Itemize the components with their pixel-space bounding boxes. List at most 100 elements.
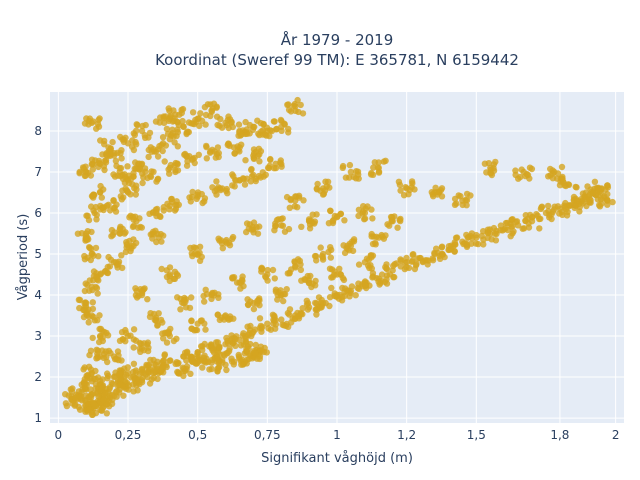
data-point bbox=[122, 134, 129, 141]
data-point bbox=[102, 159, 110, 166]
data-point bbox=[137, 223, 144, 231]
data-point bbox=[123, 241, 130, 248]
data-point bbox=[237, 279, 245, 286]
data-point bbox=[562, 182, 570, 190]
data-point bbox=[77, 393, 84, 400]
data-point bbox=[160, 113, 167, 120]
y-tick-label: 8 bbox=[34, 124, 42, 138]
data-point bbox=[229, 171, 236, 178]
data-point bbox=[133, 186, 140, 193]
data-point bbox=[196, 243, 204, 250]
data-point bbox=[219, 245, 226, 252]
data-point bbox=[328, 266, 336, 273]
data-point bbox=[292, 193, 299, 200]
data-point bbox=[183, 130, 190, 138]
data-point bbox=[414, 255, 421, 262]
data-point bbox=[122, 229, 129, 236]
data-point bbox=[274, 296, 281, 303]
data-point bbox=[549, 175, 557, 182]
y-axis-ticks: 1 2 3 4 5 6 7 8 bbox=[34, 124, 42, 425]
data-point bbox=[574, 197, 581, 204]
data-point bbox=[90, 272, 98, 280]
data-point bbox=[502, 219, 510, 227]
data-point bbox=[248, 165, 255, 173]
data-point bbox=[197, 317, 205, 324]
data-point bbox=[129, 137, 136, 144]
data-point bbox=[126, 214, 133, 221]
data-point bbox=[114, 348, 122, 355]
data-point bbox=[191, 327, 198, 334]
data-point bbox=[189, 252, 196, 260]
data-point bbox=[209, 347, 216, 354]
data-point bbox=[202, 111, 210, 119]
data-point bbox=[297, 101, 304, 109]
data-point bbox=[262, 274, 270, 281]
data-point bbox=[355, 261, 363, 268]
data-point bbox=[271, 118, 278, 125]
data-point bbox=[85, 236, 92, 243]
data-point bbox=[285, 106, 293, 114]
data-point bbox=[174, 167, 182, 174]
data-point bbox=[255, 296, 262, 304]
data-point bbox=[509, 223, 516, 230]
data-point bbox=[492, 237, 500, 244]
data-point bbox=[183, 162, 191, 169]
x-tick-label: 1,8 bbox=[550, 428, 569, 442]
data-point bbox=[113, 162, 120, 170]
data-point bbox=[330, 216, 337, 224]
data-point bbox=[512, 171, 519, 179]
data-point bbox=[171, 139, 178, 146]
data-point bbox=[86, 393, 94, 400]
data-point bbox=[89, 334, 96, 342]
data-point bbox=[124, 364, 131, 371]
data-point bbox=[484, 229, 492, 237]
data-point bbox=[227, 315, 234, 323]
data-point bbox=[256, 315, 264, 322]
data-point bbox=[209, 184, 216, 191]
data-point bbox=[130, 130, 137, 137]
data-point bbox=[164, 330, 172, 337]
data-point bbox=[203, 155, 210, 162]
x-tick-label: 0 bbox=[55, 428, 63, 442]
data-point bbox=[189, 109, 197, 116]
data-point bbox=[131, 165, 138, 172]
data-point bbox=[312, 282, 319, 289]
data-point bbox=[130, 360, 138, 367]
data-point bbox=[462, 196, 469, 204]
data-point bbox=[369, 240, 377, 248]
y-tick-label: 4 bbox=[34, 288, 42, 302]
data-point bbox=[304, 300, 312, 307]
data-point bbox=[175, 201, 182, 208]
data-point bbox=[278, 127, 285, 134]
data-point bbox=[433, 245, 440, 252]
data-point bbox=[179, 364, 186, 371]
data-point bbox=[229, 123, 236, 131]
data-point bbox=[451, 248, 458, 255]
data-point bbox=[146, 210, 153, 217]
data-point bbox=[263, 132, 270, 139]
data-point bbox=[106, 392, 114, 399]
data-point bbox=[145, 369, 152, 376]
data-point bbox=[156, 212, 164, 220]
data-point bbox=[93, 284, 101, 292]
data-point bbox=[327, 244, 334, 251]
data-point bbox=[595, 185, 602, 193]
data-point bbox=[391, 273, 398, 281]
data-point bbox=[270, 320, 277, 327]
data-point bbox=[296, 257, 304, 265]
data-point bbox=[195, 151, 202, 158]
data-point bbox=[558, 163, 566, 171]
data-point bbox=[286, 204, 293, 211]
data-point bbox=[171, 275, 179, 282]
data-point bbox=[348, 283, 356, 290]
data-point bbox=[104, 358, 111, 366]
data-point bbox=[525, 224, 533, 231]
data-point bbox=[591, 178, 599, 185]
data-point bbox=[152, 314, 160, 321]
x-axis-ticks: 0 0,25 0,5 0,75 1 1,2 1,5 1,8 2 bbox=[55, 428, 620, 442]
data-point bbox=[94, 290, 101, 297]
data-point bbox=[208, 108, 215, 115]
data-point bbox=[346, 161, 354, 169]
data-point bbox=[160, 357, 168, 364]
data-point bbox=[202, 359, 210, 366]
